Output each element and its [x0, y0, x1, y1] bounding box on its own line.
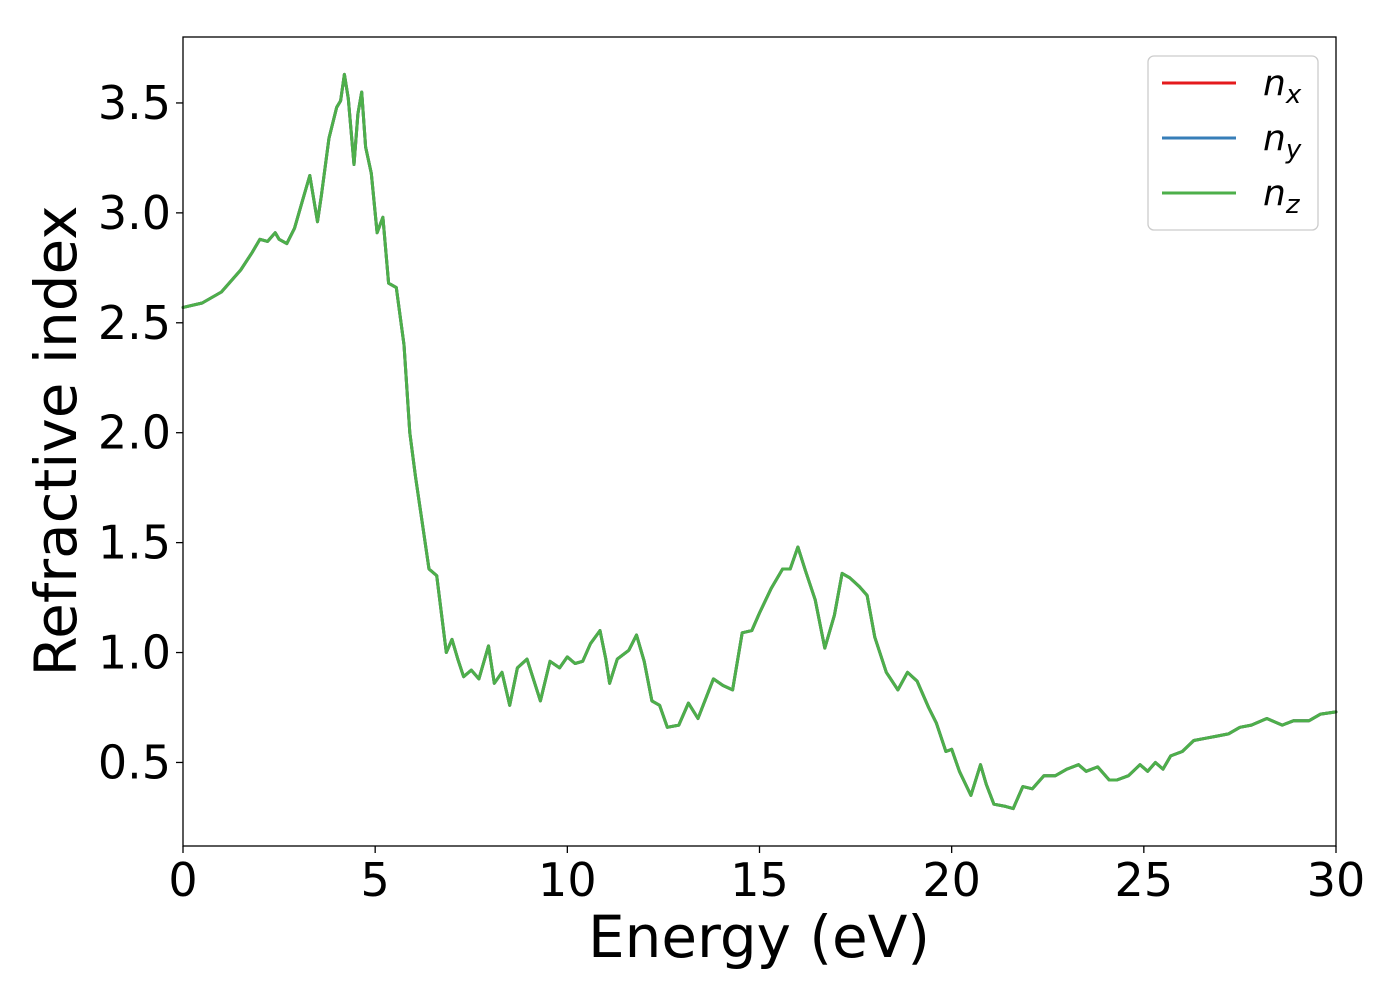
legend-label-nz: nz [1263, 173, 1301, 220]
series-line-n-z [181, 72, 1338, 811]
y-tick-label: 3.0 [98, 186, 171, 240]
legend-box [1147, 55, 1319, 231]
x-tick-label: 10 [538, 853, 597, 907]
x-tick-label: 15 [730, 853, 789, 907]
legend: nx ny nz [1147, 55, 1319, 231]
x-tick-label: 20 [922, 853, 981, 907]
y-tick-label: 1.5 [98, 516, 171, 570]
y-tick-label: 2.0 [98, 406, 171, 460]
x-tick-label: 30 [1307, 853, 1366, 907]
x-tick-label: 25 [1115, 853, 1174, 907]
y-axis-title: Refractive index [22, 205, 90, 676]
x-axis-title: Energy (eV) [588, 903, 930, 971]
y-tick-label: 2.5 [98, 296, 171, 350]
legend-label-ny: ny [1263, 118, 1302, 165]
y-tick-label: 1.0 [98, 626, 171, 680]
x-tick-label: 5 [361, 853, 390, 907]
x-axis-ticks: 0 5 10 15 20 25 30 [168, 846, 1365, 907]
x-tick-label: 0 [168, 853, 197, 907]
legend-label-nx: nx [1263, 63, 1302, 110]
series-layer [181, 72, 1338, 811]
y-tick-label: 3.5 [98, 76, 171, 130]
y-tick-label: 0.5 [98, 735, 171, 789]
y-axis-ticks: 0.5 1.0 1.5 2.0 2.5 3.0 3.5 [98, 76, 183, 789]
